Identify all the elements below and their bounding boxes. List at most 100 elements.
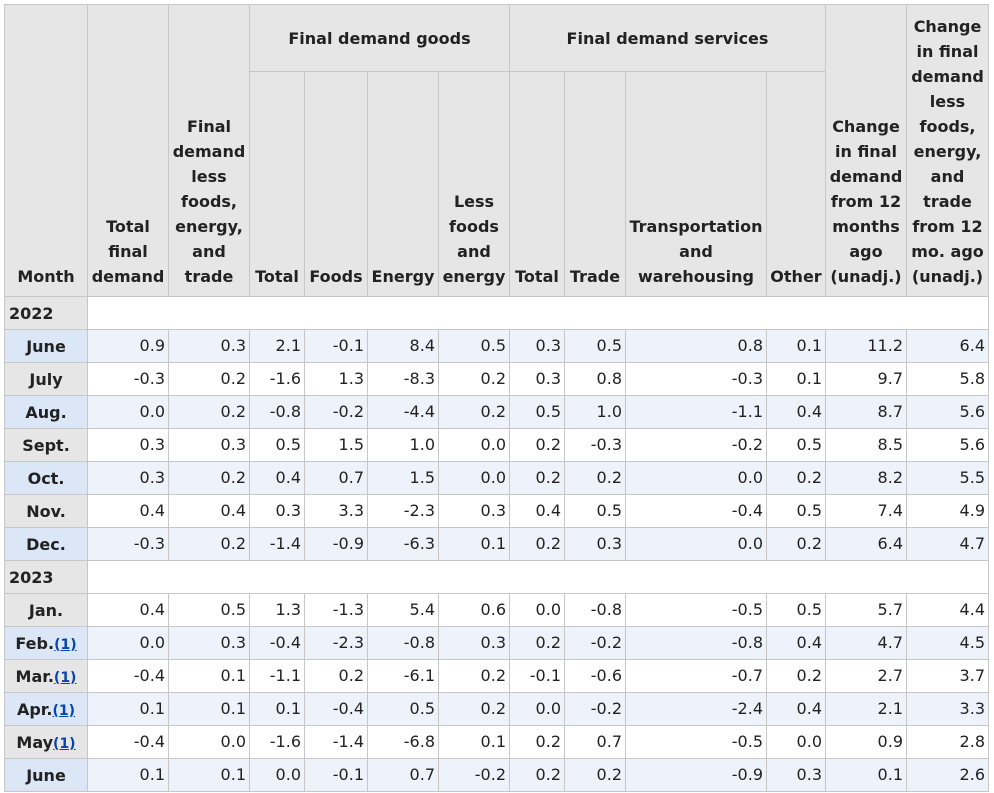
month-cell: Dec.: [4, 527, 88, 561]
month-cell: June: [4, 758, 88, 792]
value-cell: -0.3: [87, 527, 169, 561]
value-cell: 1.0: [367, 428, 439, 462]
footnote-link[interactable]: (1): [53, 735, 76, 752]
value-cell: 0.2: [304, 659, 368, 693]
month-cell: Mar.(1): [4, 659, 88, 693]
month-label: June: [26, 336, 66, 356]
value-cell: 5.4: [367, 593, 439, 627]
value-cell: 0.1: [438, 725, 510, 759]
value-cell: 0.1: [249, 692, 305, 726]
year-label: 2022: [4, 296, 88, 330]
value-cell: -0.2: [564, 692, 626, 726]
value-cell: -6.1: [367, 659, 439, 693]
value-cell: 0.0: [625, 527, 767, 561]
month-label: Nov.: [26, 501, 66, 521]
value-cell: -0.2: [438, 758, 510, 792]
month-label: Sept.: [22, 435, 70, 455]
value-cell: 0.7: [564, 725, 626, 759]
footnote-link[interactable]: (1): [53, 669, 77, 686]
value-cell: 0.3: [564, 527, 626, 561]
month-cell: June: [4, 329, 88, 363]
value-cell: 3.7: [906, 659, 989, 693]
header-change-less-12-months: Change in final demand less foods, energ…: [906, 4, 989, 297]
value-cell: 4.7: [825, 626, 907, 660]
value-cell: -1.4: [304, 725, 368, 759]
value-cell: 0.2: [564, 758, 626, 792]
header-services-transportation: Transportation and warehousing: [625, 71, 767, 297]
value-cell: 1.0: [564, 395, 626, 429]
month-label: July: [29, 369, 63, 389]
value-cell: -0.8: [564, 593, 626, 627]
value-cell: 0.2: [509, 725, 565, 759]
year-label: 2023: [4, 560, 88, 594]
value-cell: 6.4: [906, 329, 989, 363]
value-cell: 0.2: [438, 395, 510, 429]
month-label: Apr.: [16, 699, 53, 719]
value-cell: 5.6: [906, 395, 989, 429]
value-cell: 2.7: [825, 659, 907, 693]
value-cell: 0.3: [509, 329, 565, 363]
month-cell: May(1): [4, 725, 88, 759]
value-cell: 0.5: [367, 692, 439, 726]
table-row: Jan. 0.4 0.5 1.3 -1.3 5.4 0.6 0.0 -0.8 -0.5 0.5 5.7…: [4, 593, 989, 627]
value-cell: -0.4: [249, 626, 305, 660]
value-cell: 0.2: [509, 758, 565, 792]
month-label: Dec.: [26, 534, 66, 554]
header-month: Month: [4, 4, 88, 297]
value-cell: 0.3: [509, 362, 565, 396]
table-row: Nov. 0.4 0.4 0.3 3.3 -2.3 0.3 0.4 0.5 -0.4 0.5 7.4 4…: [4, 494, 989, 528]
value-cell: -0.7: [625, 659, 767, 693]
table-body: 2022 June 0.9 0.3 2.1 -0.1 8.4 0.5 0.3 0.5 0.8 0.1 1…: [4, 296, 989, 792]
month-cell: Oct.: [4, 461, 88, 495]
value-cell: -6.3: [367, 527, 439, 561]
value-cell: 0.2: [766, 659, 826, 693]
value-cell: 0.2: [168, 395, 250, 429]
value-cell: 0.0: [87, 395, 169, 429]
value-cell: -1.1: [249, 659, 305, 693]
value-cell: 0.3: [438, 494, 510, 528]
value-cell: 0.2: [766, 461, 826, 495]
month-cell: Nov.: [4, 494, 88, 528]
table-row: Sept. 0.3 0.3 0.5 1.5 1.0 0.0 0.2 -0.3 -0.2 0.5 8.5…: [4, 428, 989, 462]
table-row: Dec. -0.3 0.2 -1.4 -0.9 -6.3 0.1 0.2 0.3 0.0 0.2 6.…: [4, 527, 989, 561]
value-cell: 2.1: [825, 692, 907, 726]
value-cell: -1.6: [249, 725, 305, 759]
value-cell: 0.3: [766, 758, 826, 792]
footnote-link[interactable]: (1): [54, 636, 77, 653]
value-cell: 1.3: [304, 362, 368, 396]
value-cell: -0.3: [625, 362, 767, 396]
footnote-link[interactable]: (1): [52, 702, 76, 719]
table-row: June 0.1 0.1 0.0 -0.1 0.7 -0.2 0.2 0.2 -0.9 0.3 0.1…: [4, 758, 989, 792]
value-cell: 0.2: [509, 428, 565, 462]
value-cell: 8.2: [825, 461, 907, 495]
ppi-table: Month Total final demand Final demand le…: [4, 4, 989, 792]
value-cell: 0.4: [87, 593, 169, 627]
value-cell: 0.2: [168, 527, 250, 561]
value-cell: 0.3: [438, 626, 510, 660]
value-cell: 4.7: [906, 527, 989, 561]
month-label: Aug.: [25, 402, 67, 422]
value-cell: 0.0: [766, 725, 826, 759]
value-cell: 0.0: [438, 428, 510, 462]
value-cell: 0.1: [87, 758, 169, 792]
value-cell: -0.1: [304, 329, 368, 363]
month-cell: Apr.(1): [4, 692, 88, 726]
year-row-filler: [87, 560, 989, 594]
value-cell: 0.0: [249, 758, 305, 792]
month-cell: Feb.(1): [4, 626, 88, 660]
value-cell: -1.6: [249, 362, 305, 396]
value-cell: 0.1: [168, 659, 250, 693]
value-cell: 0.1: [168, 692, 250, 726]
value-cell: -2.3: [367, 494, 439, 528]
value-cell: 8.7: [825, 395, 907, 429]
value-cell: -2.4: [625, 692, 767, 726]
value-cell: 5.5: [906, 461, 989, 495]
value-cell: 0.0: [625, 461, 767, 495]
value-cell: 0.8: [564, 362, 626, 396]
value-cell: -8.3: [367, 362, 439, 396]
value-cell: 0.5: [168, 593, 250, 627]
header-services-other: Other: [766, 71, 826, 297]
value-cell: 0.2: [168, 362, 250, 396]
value-cell: 0.2: [564, 461, 626, 495]
month-cell: Sept.: [4, 428, 88, 462]
